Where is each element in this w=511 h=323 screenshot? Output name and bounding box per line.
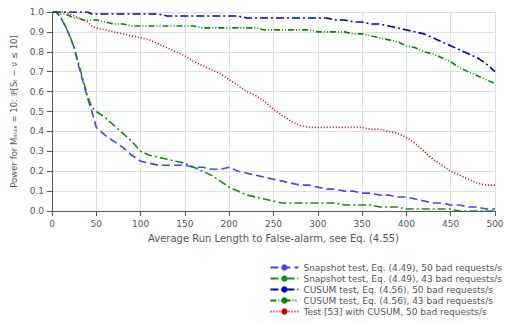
svg-text:50: 50 — [91, 219, 103, 229]
svg-text:0.0: 0.0 — [30, 206, 45, 216]
svg-text:0.5: 0.5 — [30, 107, 44, 117]
svg-text:300: 300 — [309, 219, 326, 229]
svg-text:350: 350 — [354, 219, 371, 229]
svg-text:Snapshot test, Eq. (4.49), 43: Snapshot test, Eq. (4.49), 43 bad reques… — [303, 274, 502, 284]
svg-text:0.7: 0.7 — [30, 67, 44, 77]
svg-text:500: 500 — [486, 219, 503, 229]
svg-text:Power for Mₘₐₓ = 10: ℙ[Sₜ − ν: Power for Mₘₐₓ = 10: ℙ[Sₜ − ν ≤ 10] — [9, 35, 19, 188]
svg-text:250: 250 — [265, 219, 282, 229]
svg-text:150: 150 — [176, 219, 193, 229]
svg-text:1.0: 1.0 — [30, 7, 45, 17]
svg-text:0.2: 0.2 — [30, 166, 44, 176]
svg-text:100: 100 — [132, 219, 149, 229]
svg-text:0.6: 0.6 — [30, 87, 45, 97]
svg-text:0: 0 — [49, 219, 55, 229]
svg-text:400: 400 — [398, 219, 415, 229]
svg-text:Test [53] with CUSUM, 50 bad r: Test [53] with CUSUM, 50 bad requests/s — [302, 307, 487, 317]
svg-text:0.4: 0.4 — [30, 126, 45, 136]
svg-text:200: 200 — [221, 219, 238, 229]
svg-text:Average Run Length to False-al: Average Run Length to False-alarm, see E… — [148, 233, 399, 244]
svg-text:0.9: 0.9 — [30, 27, 45, 37]
svg-text:CUSUM test, Eq. (4.56), 43 bad: CUSUM test, Eq. (4.56), 43 bad requests/… — [303, 296, 493, 306]
svg-text:Snapshot test, Eq. (4.49), 50: Snapshot test, Eq. (4.49), 50 bad reques… — [303, 263, 502, 273]
svg-text:0.8: 0.8 — [30, 47, 45, 57]
svg-text:0.3: 0.3 — [30, 146, 44, 156]
svg-text:450: 450 — [442, 219, 459, 229]
svg-text:0.1: 0.1 — [30, 186, 44, 196]
svg-text:CUSUM test, Eq. (4.56), 50 bad: CUSUM test, Eq. (4.56), 50 bad requests/… — [303, 285, 493, 295]
